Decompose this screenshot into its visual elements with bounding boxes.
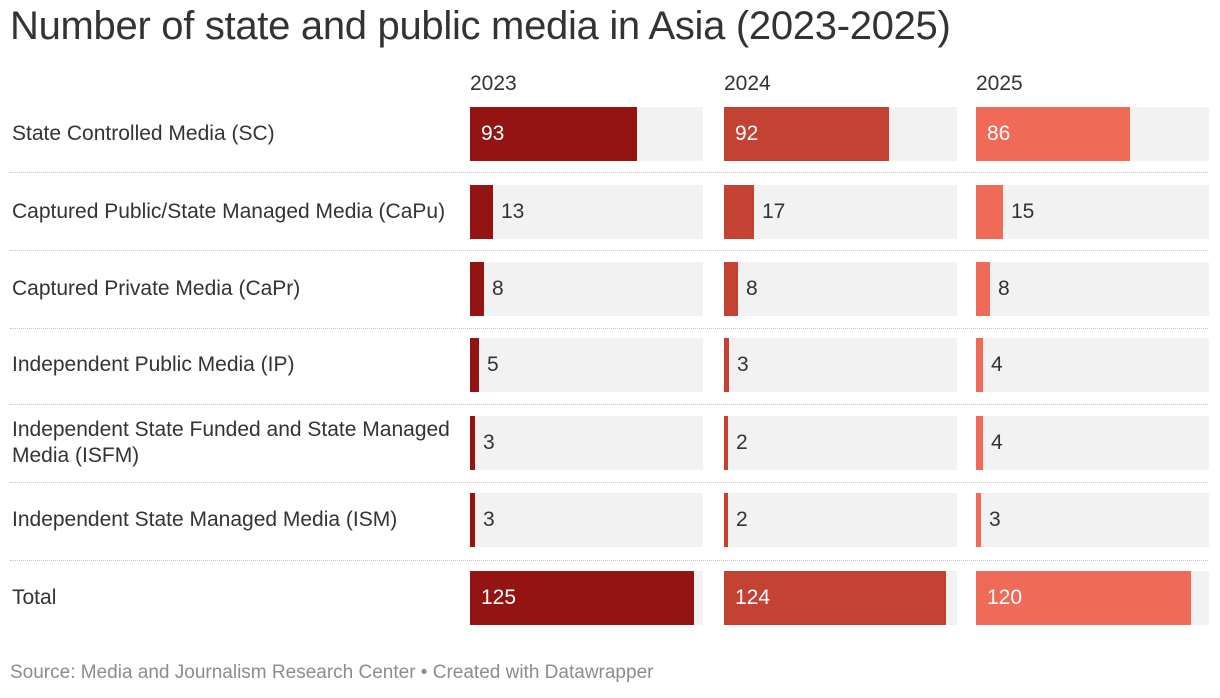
bar-value-label: 4 bbox=[991, 431, 1003, 454]
row-label: Independent Public Media (IP) bbox=[12, 353, 295, 376]
bar-value-label: 8 bbox=[746, 277, 758, 300]
row-label: Captured Private Media (CaPr) bbox=[12, 277, 301, 300]
bar-2023 bbox=[470, 571, 694, 625]
bar-track: 93 bbox=[470, 107, 703, 161]
bar-2023 bbox=[470, 262, 484, 316]
bar-track: 4 bbox=[976, 416, 1209, 470]
bar-2025 bbox=[976, 571, 1191, 625]
table-row: Captured Private Media (CaPr) 8 8 8 bbox=[0, 262, 1210, 316]
bar-track: 86 bbox=[976, 107, 1209, 161]
row-separator bbox=[10, 560, 1208, 561]
bar-value-label: 3 bbox=[989, 508, 1001, 531]
row-label: Captured Public/State Managed Media (CaP… bbox=[12, 200, 446, 223]
bar-value-label: 5 bbox=[487, 353, 499, 376]
bar-track: 120 bbox=[976, 571, 1209, 625]
bar-2025 bbox=[976, 262, 990, 316]
bar-value-label: 2 bbox=[736, 508, 748, 531]
bar-track: 15 bbox=[976, 185, 1209, 239]
table-row: Total 125 124 120 bbox=[0, 571, 1210, 625]
table-row: State Controlled Media (SC) 93 92 86 bbox=[0, 107, 1210, 161]
bar-2023 bbox=[470, 493, 475, 547]
bar-track: 13 bbox=[470, 185, 703, 239]
column-header-2023: 2023 bbox=[470, 72, 517, 95]
row-label: State Controlled Media (SC) bbox=[12, 122, 275, 145]
bar-value-label: 3 bbox=[483, 431, 495, 454]
bar-track: 92 bbox=[724, 107, 957, 161]
row-separator bbox=[10, 482, 1208, 483]
bar-track: 2 bbox=[724, 493, 957, 547]
bar-2023 bbox=[470, 185, 493, 239]
bar-2023 bbox=[470, 416, 475, 470]
bar-value-label: 13 bbox=[501, 200, 525, 223]
bar-2023 bbox=[470, 107, 637, 161]
bar-value-label: 120 bbox=[987, 586, 1023, 609]
bar-track: 3 bbox=[470, 416, 703, 470]
bar-value-label: 124 bbox=[735, 586, 771, 609]
bar-value-label: 15 bbox=[1011, 200, 1035, 223]
bar-2024 bbox=[724, 571, 946, 625]
row-label: Independent State Funded and State Manag… bbox=[12, 418, 450, 467]
bar-track: 125 bbox=[470, 571, 703, 625]
row-label: Total bbox=[12, 586, 57, 609]
bar-2024 bbox=[724, 493, 728, 547]
row-separator bbox=[10, 172, 1208, 173]
column-header-2024: 2024 bbox=[724, 72, 771, 95]
bar-track: 4 bbox=[976, 338, 1209, 392]
column-header-2025: 2025 bbox=[976, 72, 1023, 95]
table-row: Independent Public Media (IP) 5 3 4 bbox=[0, 338, 1210, 392]
row-separator bbox=[10, 404, 1208, 405]
bar-2024 bbox=[724, 185, 754, 239]
table-row: Captured Public/State Managed Media (CaP… bbox=[0, 185, 1210, 239]
bar-value-label: 8 bbox=[998, 277, 1010, 300]
bar-value-label: 3 bbox=[483, 508, 495, 531]
bar-value-label: 2 bbox=[736, 431, 748, 454]
bar-2025 bbox=[976, 107, 1130, 161]
row-separator bbox=[10, 250, 1208, 251]
row-separator bbox=[10, 328, 1208, 329]
bar-2024 bbox=[724, 262, 738, 316]
bar-2025 bbox=[976, 185, 1003, 239]
bar-track: 3 bbox=[724, 338, 957, 392]
bar-2024 bbox=[724, 416, 728, 470]
bar-value-label: 4 bbox=[991, 353, 1003, 376]
bar-track: 8 bbox=[470, 262, 703, 316]
bar-2025 bbox=[976, 493, 981, 547]
bar-2025 bbox=[976, 338, 983, 392]
bar-track: 5 bbox=[470, 338, 703, 392]
table-row: Independent State Funded and State Manag… bbox=[0, 416, 1210, 470]
source-note: Source: Media and Journalism Research Ce… bbox=[10, 662, 654, 683]
bar-track: 17 bbox=[724, 185, 957, 239]
bar-2024 bbox=[724, 338, 729, 392]
bar-2025 bbox=[976, 416, 983, 470]
bar-value-label: 93 bbox=[481, 122, 505, 145]
bar-track: 2 bbox=[724, 416, 957, 470]
bar-value-label: 3 bbox=[737, 353, 749, 376]
bar-value-label: 125 bbox=[481, 586, 517, 609]
bar-value-label: 17 bbox=[762, 200, 786, 223]
bar-2023 bbox=[470, 338, 479, 392]
bar-track: 3 bbox=[976, 493, 1209, 547]
chart-title: Number of state and public media in Asia… bbox=[10, 4, 951, 48]
row-label: Independent State Managed Media (ISM) bbox=[12, 508, 398, 531]
table-row: Independent State Managed Media (ISM) 3 2 3 bbox=[0, 493, 1210, 547]
bar-value-label: 86 bbox=[987, 122, 1011, 145]
bar-track: 124 bbox=[724, 571, 957, 625]
bar-value-label: 92 bbox=[735, 122, 759, 145]
bar-track: 8 bbox=[976, 262, 1209, 316]
bar-value-label: 8 bbox=[492, 277, 504, 300]
bar-track: 8 bbox=[724, 262, 957, 316]
bar-track: 3 bbox=[470, 493, 703, 547]
bar-2024 bbox=[724, 107, 889, 161]
